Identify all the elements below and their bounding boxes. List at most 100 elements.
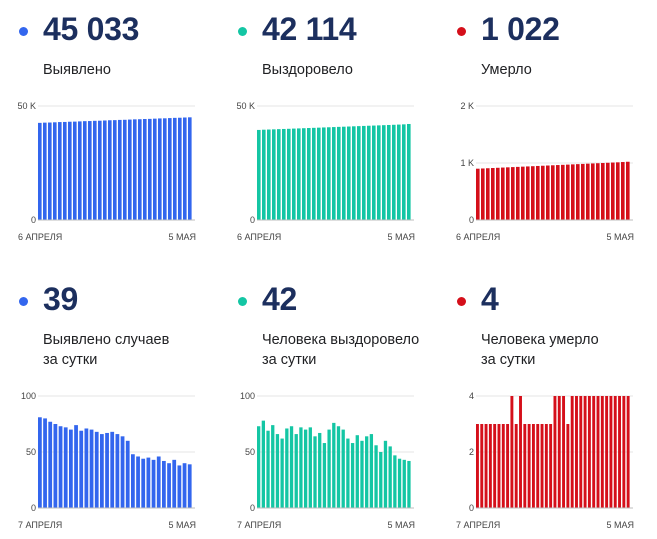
metric-label: Выявлено bbox=[43, 62, 111, 78]
bar bbox=[514, 424, 518, 508]
status-dot bbox=[457, 27, 466, 36]
bar bbox=[481, 168, 485, 220]
bar bbox=[341, 429, 345, 508]
bar bbox=[84, 428, 89, 508]
bar bbox=[501, 167, 505, 220]
bar bbox=[271, 425, 275, 508]
bar bbox=[491, 168, 495, 220]
bar bbox=[58, 122, 62, 220]
chart-recovered-daily: 0 50 100 7 АПРЕЛЯ 5 МАЯ bbox=[237, 391, 415, 530]
panel-deaths-total: 1 022 Умерло 0 1 K 2 K 6 АПРЕЛЯ 5 МАЯ bbox=[438, 0, 657, 269]
bar bbox=[173, 117, 177, 220]
metric-sublabel: за сутки bbox=[262, 352, 317, 368]
y-tick-label: 0 bbox=[469, 215, 474, 225]
y-tick-label: 2 K bbox=[460, 101, 474, 111]
bar bbox=[89, 429, 94, 508]
bar bbox=[342, 126, 346, 220]
bar bbox=[616, 162, 620, 220]
bar bbox=[526, 166, 530, 220]
metric-sublabel: за сутки bbox=[43, 352, 98, 368]
chart-recovered-total: 0 50 K 6 АПРЕЛЯ 5 МАЯ bbox=[236, 101, 415, 242]
bar bbox=[257, 129, 261, 220]
bar bbox=[123, 119, 127, 220]
bar bbox=[146, 457, 151, 508]
bar bbox=[48, 122, 52, 220]
bar bbox=[496, 167, 500, 220]
y-tick-label: 2 bbox=[469, 447, 474, 457]
bar bbox=[609, 396, 613, 508]
bar bbox=[93, 120, 97, 220]
y-tick-label: 50 K bbox=[236, 101, 255, 111]
bar bbox=[531, 424, 535, 508]
bar bbox=[367, 125, 371, 220]
bar bbox=[297, 128, 301, 220]
metric-sublabel: за сутки bbox=[481, 352, 536, 368]
bar bbox=[58, 426, 63, 508]
bar bbox=[362, 125, 366, 220]
status-dot bbox=[238, 27, 247, 36]
x-start-label: 7 АПРЕЛЯ bbox=[237, 520, 281, 530]
bar bbox=[557, 396, 561, 508]
bar bbox=[289, 426, 294, 508]
bar bbox=[168, 118, 172, 220]
bar bbox=[151, 459, 156, 508]
bar bbox=[285, 428, 289, 508]
bar bbox=[546, 165, 550, 220]
bar bbox=[143, 119, 147, 220]
bar bbox=[350, 443, 355, 508]
bar bbox=[476, 168, 480, 220]
bar bbox=[551, 165, 555, 220]
bar bbox=[282, 128, 286, 220]
bar bbox=[261, 420, 265, 508]
bar bbox=[303, 429, 308, 508]
bar bbox=[133, 119, 137, 220]
bar bbox=[327, 127, 331, 220]
bar bbox=[523, 424, 527, 508]
x-end-label: 5 МАЯ bbox=[387, 520, 415, 530]
bar bbox=[327, 429, 331, 508]
bar bbox=[536, 165, 540, 220]
bar bbox=[302, 128, 306, 220]
y-tick-label: 100 bbox=[21, 391, 36, 401]
big-value: 1 022 bbox=[481, 11, 560, 47]
bar bbox=[576, 164, 580, 220]
bar bbox=[531, 166, 535, 220]
bar bbox=[178, 117, 182, 220]
bar bbox=[583, 396, 587, 508]
bar bbox=[527, 424, 531, 508]
bar bbox=[148, 118, 152, 220]
x-start-label: 6 АПРЕЛЯ bbox=[456, 232, 500, 242]
bar bbox=[611, 162, 615, 220]
bar bbox=[128, 119, 132, 220]
bar bbox=[287, 128, 291, 220]
bar bbox=[187, 464, 192, 508]
bar bbox=[540, 424, 544, 508]
bar bbox=[592, 396, 596, 508]
bar bbox=[172, 459, 177, 508]
bar bbox=[497, 424, 501, 508]
bar bbox=[105, 432, 109, 508]
chart-deaths-daily: 0 2 4 7 АПРЕЛЯ 5 МАЯ bbox=[456, 391, 634, 530]
x-end-label: 5 МАЯ bbox=[168, 520, 196, 530]
panel-recovered-daily: 42 Человека выздоровело за сутки 0 50 100 7… bbox=[219, 270, 438, 539]
bar bbox=[606, 162, 610, 220]
bar bbox=[53, 122, 57, 220]
bar bbox=[312, 127, 316, 220]
bar bbox=[506, 424, 510, 508]
bar bbox=[561, 164, 565, 220]
x-start-label: 7 АПРЕЛЯ bbox=[456, 520, 500, 530]
bar bbox=[332, 127, 336, 220]
bar bbox=[591, 163, 595, 220]
chart-cases-total: 0 50 K 6 АПРЕЛЯ 5 МАЯ bbox=[17, 101, 196, 242]
bar bbox=[521, 166, 525, 220]
panel-cases-daily: 39 Выявлено случаев за сутки 0 50 100 7 АПР… bbox=[0, 270, 219, 539]
x-start-label: 6 АПРЕЛЯ bbox=[18, 232, 62, 242]
bar bbox=[94, 431, 99, 508]
bar bbox=[138, 119, 142, 220]
bar bbox=[587, 396, 591, 508]
bar bbox=[493, 424, 497, 508]
bar bbox=[153, 118, 157, 220]
bar bbox=[275, 434, 280, 508]
y-tick-label: 50 bbox=[245, 447, 255, 457]
